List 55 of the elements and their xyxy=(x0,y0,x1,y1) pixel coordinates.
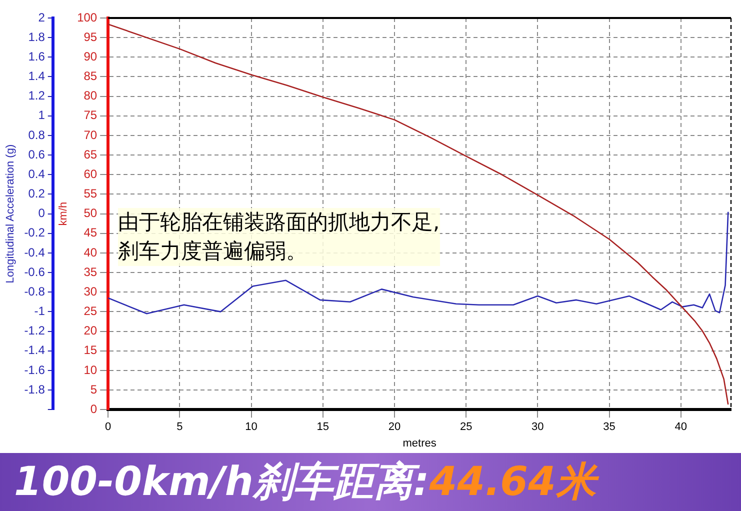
y-tick-label: 0 xyxy=(90,402,98,416)
y-tick-label: 85 xyxy=(84,69,98,84)
x-tick-label: 40 xyxy=(674,421,688,434)
y-tick-label: 20 xyxy=(84,324,98,338)
y-tick-label: 80 xyxy=(84,88,98,103)
y-tick-label: 5 xyxy=(90,382,98,396)
x-tick-label: 5 xyxy=(176,421,183,434)
y2-tick-label: 0.2 xyxy=(28,186,46,201)
y2-axis-title: Longitudinal Acceleration (g) xyxy=(4,144,17,284)
y-axis-title: km/h xyxy=(58,202,70,226)
x-tick-label: 0 xyxy=(105,421,112,434)
y2-tick-label: 0.4 xyxy=(28,166,46,181)
y-tick-label: 50 xyxy=(84,206,98,220)
y2-tick-label: -0.8 xyxy=(24,284,46,298)
y-tick-label: 75 xyxy=(84,108,98,122)
x-tick-label: 10 xyxy=(245,421,258,434)
x-tick-label: 35 xyxy=(603,421,616,434)
y-tick-label: 95 xyxy=(84,30,98,44)
y2-tick-label: -1 xyxy=(34,304,46,318)
y-tick-label: 40 xyxy=(84,245,98,260)
y2-tick-label: 1.4 xyxy=(28,69,46,84)
y2-tick-label: 0 xyxy=(38,206,46,220)
y2-tick-label: -1.8 xyxy=(24,382,46,396)
y-tick-label: 15 xyxy=(84,343,98,358)
y2-tick-label: 1.8 xyxy=(28,30,46,44)
y-tick-label: 60 xyxy=(84,166,98,181)
x-tick-label: 30 xyxy=(532,421,544,434)
y-tick-label: 70 xyxy=(84,128,98,142)
y2-tick-label: -0.4 xyxy=(24,245,46,260)
y2-tick-label: -0.6 xyxy=(24,264,46,279)
y-tick-label: 65 xyxy=(84,147,98,162)
y2-tick-label: 1.2 xyxy=(28,88,46,103)
y-tick-label: 25 xyxy=(84,304,98,318)
y-tick-label: 10 xyxy=(84,362,98,377)
y2-tick-label: -1.6 xyxy=(24,362,46,377)
y2-tick-label: -0.2 xyxy=(24,226,46,240)
y2-tick-label: 0.6 xyxy=(28,147,46,162)
y-tick-label: 45 xyxy=(84,226,98,240)
annotation: 由于轮胎在铺装路面的抓地力不足, 刹车力度普遍偏弱。 xyxy=(118,208,440,266)
x-tick-label: 25 xyxy=(460,421,472,434)
x-tick-label: 20 xyxy=(388,421,401,434)
y-tick-label: 90 xyxy=(84,49,98,64)
y2-tick-label: -1.2 xyxy=(24,324,46,338)
y-tick-label: 100 xyxy=(77,10,98,24)
x-axis-title: metres xyxy=(402,437,437,450)
y2-tick-label: -1.4 xyxy=(24,343,46,358)
y-tick-label: 30 xyxy=(84,284,98,298)
y-tick-label: 55 xyxy=(84,186,98,201)
y2-tick-label: 0.8 xyxy=(28,128,46,142)
text: 100-0km/h刹车距离: xyxy=(14,459,430,505)
x-tick-label: 15 xyxy=(316,421,330,434)
y2-tick-label: 2 xyxy=(38,10,46,24)
y2-tick-label: 1.6 xyxy=(28,49,46,64)
y-tick-label: 35 xyxy=(84,264,98,279)
y2-tick-label: 1 xyxy=(38,108,46,122)
